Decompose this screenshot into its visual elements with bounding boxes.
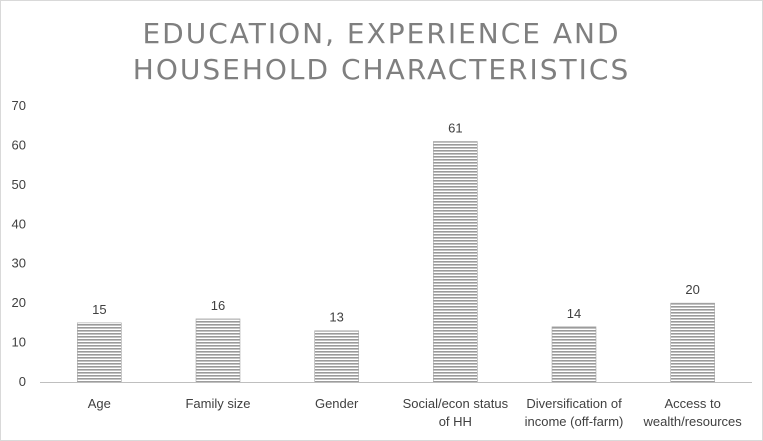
data-label: 13	[329, 310, 343, 325]
bar	[77, 322, 122, 383]
chart-title: EDUCATION, EXPERIENCE AND HOUSEHOLD CHAR…	[0, 16, 763, 88]
category-label: Gender	[315, 396, 359, 411]
y-tick-label: 70	[12, 98, 26, 113]
y-axis-ticks: 0 10 20 30 40 50 60 70	[12, 98, 26, 389]
bar	[433, 141, 478, 383]
category-label: Family size	[185, 396, 250, 411]
y-tick-label: 20	[12, 295, 26, 310]
y-tick-label: 10	[12, 335, 26, 350]
y-tick-label: 50	[12, 177, 26, 192]
data-label: 16	[211, 298, 225, 313]
bars	[77, 141, 715, 383]
bar	[314, 330, 359, 383]
bar	[551, 326, 597, 383]
y-tick-label: 60	[12, 137, 26, 152]
category-label: Social/econ status	[403, 396, 509, 411]
data-label: 20	[685, 282, 699, 297]
data-label: 15	[92, 302, 106, 317]
y-tick-label: 0	[19, 374, 26, 389]
category-label: Diversification of	[526, 396, 622, 411]
chart-title-line-2: HOUSEHOLD CHARACTERISTICS	[132, 53, 631, 86]
y-tick-label: 40	[12, 216, 26, 231]
data-label: 14	[567, 306, 581, 321]
bar	[670, 302, 715, 383]
data-labels: 15 16 13 61 14 20	[92, 120, 700, 324]
category-label: income (off-farm)	[525, 414, 624, 429]
category-labels: Age Family size Gender Social/econ status of…	[88, 396, 743, 429]
bar	[195, 318, 241, 383]
data-label: 61	[448, 120, 462, 135]
y-tick-label: 30	[12, 256, 26, 271]
category-label: Access to	[664, 396, 720, 411]
category-label: Age	[88, 396, 111, 411]
chart-title-line-1: EDUCATION, EXPERIENCE AND	[142, 17, 621, 50]
category-label: of HH	[439, 414, 472, 429]
category-label: wealth/resources	[643, 414, 743, 429]
